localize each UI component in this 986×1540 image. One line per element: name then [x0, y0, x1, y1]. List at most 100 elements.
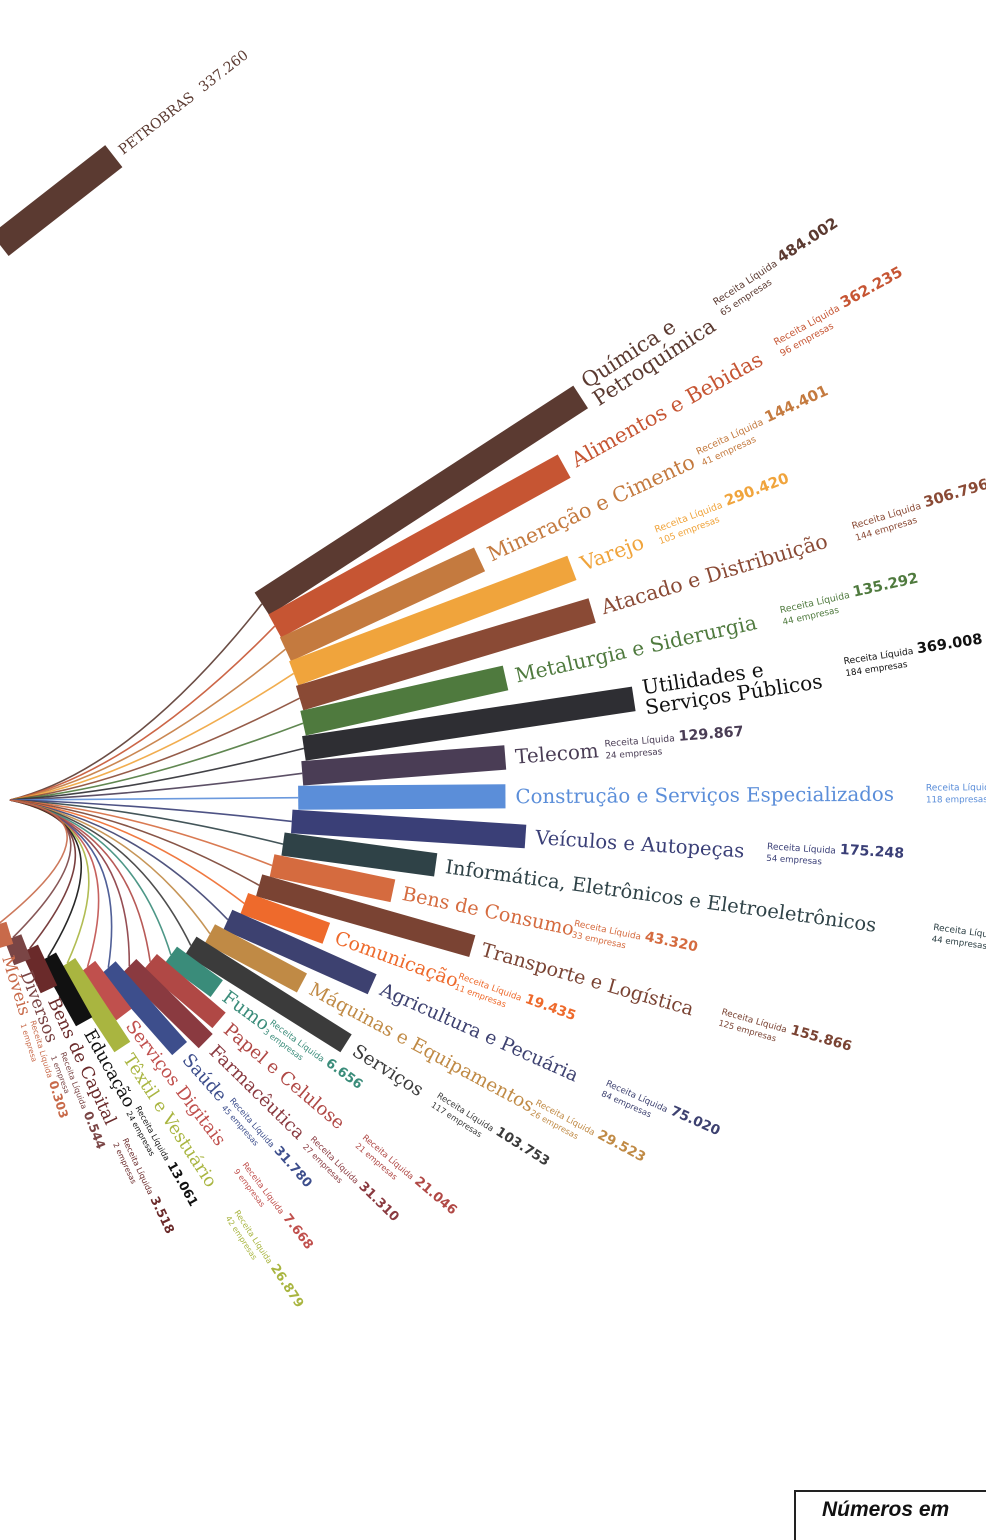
connector-utilidades-e-servicos-publicos [9, 747, 305, 801]
label-line-varejo-1: Varejo [576, 530, 647, 576]
connector-moveis [0, 799, 68, 924]
bar-metalurgia-e-siderurgia [300, 665, 509, 736]
bar-informatica-eletronicos-e-eletroeletronicos [281, 832, 438, 877]
connector-transporte-e-logistica [9, 799, 260, 886]
value-label-telecom: Receita Líquida [604, 733, 675, 749]
value-number-bens-de-capital: 3.518 [147, 1194, 177, 1236]
label-line-construcao-e-servicos-especializados-1: Construção e Serviços Especializados [515, 783, 894, 809]
bar-educacao [39, 952, 93, 1027]
label-veiculos-e-autopecas: Veículos e Autopeças [534, 826, 745, 862]
connector-comunicacao [9, 799, 245, 905]
bar-mineracao-e-cimento [279, 547, 486, 662]
bar-telecom [301, 745, 507, 786]
connector-veiculos-e-autopecas [9, 799, 292, 823]
label-group-utilidades-e-servicos-publicos: Utilidades eServiços Públicos Receita Líq… [640, 632, 983, 720]
value-number-transporte-e-logistica: 155.866 [789, 1022, 854, 1055]
label-group-construcao-e-servicos-especializados: Construção e Serviços Especializados Rece… [515, 778, 986, 809]
connector-atacado-e-distribuicao [9, 697, 300, 801]
bar-agricultura-e-pecuaria [223, 909, 377, 995]
value-telecom: Receita Líquida 129.867 [604, 724, 744, 751]
label-utilidades-e-servicos-publicos: Utilidades eServiços Públicos [640, 649, 824, 719]
label-group-veiculos-e-autopecas: Veículos e Autopeças Receita Líquida 175.2… [534, 826, 905, 868]
connector-metalurgia-e-siderurgia [9, 722, 304, 801]
value-number-alimentos-e-bebidas: 362.235 [837, 263, 906, 312]
bar-fumo [164, 946, 223, 997]
units-note-text: Números em [822, 1498, 950, 1521]
bar-textil-e-vestuario [59, 958, 131, 1053]
origin-highlight-bar [0, 145, 123, 256]
connector-lines [0, 603, 305, 968]
value-number-utilidades-e-servicos-publicos: 369.008 [916, 632, 984, 658]
connector-quimica-e-petroquimica [9, 603, 263, 801]
bar-bens-de-capital [21, 944, 58, 994]
label-construcao-e-servicos-especializados: Construção e Serviços Especializados [515, 783, 894, 809]
value-number-telecom: 129.867 [678, 724, 744, 745]
value-quimica-e-petroquimica: Receita Líquida484.002 [708, 214, 841, 309]
companies-construcao-e-servicos-especializados: 118 empresas [926, 795, 986, 805]
bar-construcao-e-servicos-especializados [298, 784, 506, 810]
bar-transporte-e-logistica [256, 874, 476, 957]
label-line-telecom-1: Telecom [514, 739, 599, 768]
value-number-comunicacao: 19.435 [523, 991, 578, 1024]
label-telecom: Telecom [514, 739, 599, 768]
value-number-quimica-e-petroquimica: 484.002 [774, 214, 841, 267]
bar-bens-de-consumo [269, 854, 396, 903]
connector-construcao-e-servicos-especializados [9, 796, 299, 801]
label-transporte-e-logistica: Transporte e Logística [479, 938, 697, 1020]
value-number-servicos-digitais: 7.668 [279, 1211, 316, 1252]
connector-alimentos-e-bebidas [9, 625, 276, 801]
bar-veiculos-e-autopecas [291, 809, 527, 849]
value-number-servicos: 103.753 [493, 1125, 552, 1170]
connector-informatica-eletronicos-e-eletroeletronicos [9, 799, 284, 845]
companies-veiculos-e-autopecas: 54 empresas [766, 854, 823, 868]
label-line-transporte-e-logistica-1: Transporte e Logística [479, 938, 697, 1020]
bar-servicos [185, 936, 352, 1053]
value-alimentos-e-bebidas: Receita Líquida362.235 [769, 263, 905, 349]
connector-telecom [9, 772, 303, 801]
origin-highlight: PETROBRAS 337.260 [0, 47, 252, 256]
origin-highlight-label: PETROBRAS 337.260 [116, 47, 252, 158]
bar-papel-e-celulose [143, 954, 226, 1029]
value-number-veiculos-e-autopecas: 175.248 [839, 842, 904, 862]
value-number-varejo: 290.420 [722, 470, 791, 510]
label-varejo: Varejo [576, 530, 647, 576]
value-number-mineracao-e-cimento: 144.401 [762, 381, 831, 426]
sector-bars [0, 385, 636, 1056]
value-number-textil-e-vestuario: 26.879 [268, 1261, 308, 1310]
bar-servicos-digitais [79, 960, 132, 1021]
value-number-metalurgia-e-siderurgia: 135.292 [851, 570, 920, 601]
bar-maquinas-e-equipamentos [204, 924, 307, 993]
value-label-veiculos-e-autopecas: Receita Líquida [767, 842, 836, 856]
bar-atacado-e-distribuicao [295, 598, 596, 711]
value-metalurgia-e-siderurgia: Receita Líquida135.292 [778, 570, 920, 618]
origin-highlight-name: PETROBRAS [116, 89, 198, 158]
connector-bens-de-consumo [9, 799, 273, 867]
bar-alimentos-e-bebidas [268, 454, 571, 638]
bar-moveis [0, 921, 14, 948]
value-number-papel-e-celulose: 21.046 [411, 1174, 459, 1218]
value-number-farmaceutica: 31.310 [355, 1179, 401, 1225]
connector-varejo [9, 672, 295, 801]
value-number-maquinas-e-equipamentos: 29.523 [595, 1127, 648, 1166]
bar-quimica-e-petroquimica [254, 385, 588, 616]
bar-utilidades-e-servicos-publicos [302, 686, 636, 761]
value-number-bens-de-consumo: 43.320 [643, 929, 699, 956]
value-utilidades-e-servicos-publicos: Receita Líquida 369.008 [842, 632, 983, 669]
value-construcao-e-servicos-especializados: Receita Líquida134.912 [926, 778, 986, 795]
bar-comunicacao [240, 893, 331, 944]
value-label-construcao-e-servicos-especializados: Receita Líquida [926, 783, 986, 793]
bar-farmaceutica [122, 959, 213, 1049]
value-number-agricultura-e-pecuaria: 75.020 [668, 1103, 722, 1139]
value-number-atacado-e-distribuicao: 306.796 [922, 476, 986, 511]
label-line-veiculos-e-autopecas-1: Veículos e Autopeças [534, 826, 745, 862]
bar-saude [100, 961, 187, 1056]
units-note: Números em [794, 1490, 986, 1540]
connector-mineracao-e-cimento [9, 648, 286, 801]
companies-telecom: 24 empresas [605, 747, 663, 761]
bar-varejo [289, 555, 577, 686]
value-veiculos-e-autopecas: Receita Líquida 175.248 [767, 837, 905, 862]
